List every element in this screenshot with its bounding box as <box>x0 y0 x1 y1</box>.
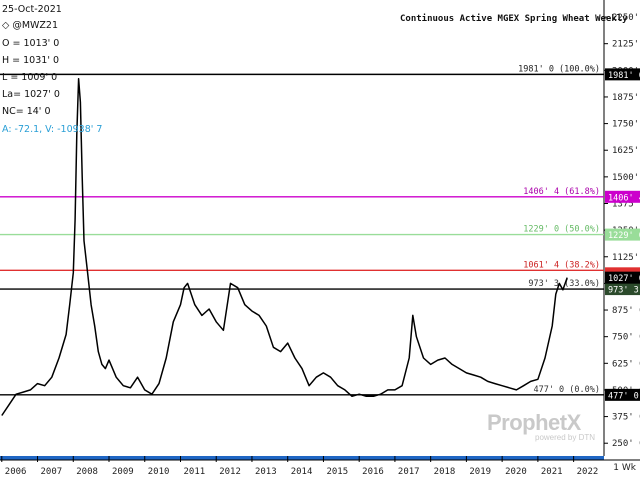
info-last: La= 1027' 0 <box>2 89 60 100</box>
x-tick-label: 2019 <box>469 467 491 477</box>
level-axis-label: 477' 0 <box>608 391 639 401</box>
level-axis-box <box>605 388 640 401</box>
price-axis-boxes: 1981' 0 1406' 4 1229' 0 973' 3 477' 0 1027' 0 <box>605 68 640 401</box>
x-tick-label: 2015 <box>326 467 348 477</box>
logo-brand: ProphetX <box>487 410 581 435</box>
fib-level-label: 1229' 0 (50.0%) <box>523 225 600 235</box>
info-date: 25-Oct-2021 <box>2 4 62 15</box>
x-tick-label: 2008 <box>76 467 98 477</box>
info-symbol-text: @MWZ21 <box>12 20 59 31</box>
level-axis-label: 973' 3 <box>608 286 639 296</box>
diamond-icon: ◇ <box>2 20 13 31</box>
x-tick-label: 2021 <box>541 467 563 477</box>
info-low: L = 1009' 0 <box>2 72 58 83</box>
y-tick-label: 1375' 0 <box>612 199 640 209</box>
level-axis-label: 1229' 0 <box>608 231 640 241</box>
x-tick-label: 2020 <box>505 467 527 477</box>
y-tick-label: 250' 0 <box>612 439 640 449</box>
y-tick-label: 2250' 0 <box>612 13 640 23</box>
y-tick-label: 875' 0 <box>612 306 640 316</box>
y-tick-label: 2125' 0 <box>612 40 640 50</box>
x-tick-label: 2013 <box>255 467 277 477</box>
logo-tagline: powered by DTN <box>535 433 596 442</box>
x-tick-label: 2022 <box>577 467 599 477</box>
x-tick-label: 2018 <box>434 467 456 477</box>
info-net-change: NC= 14' 0 <box>2 106 51 117</box>
y-tick-label: 625' 0 <box>612 359 640 369</box>
timeframe-label[interactable]: 1 Wk <box>613 463 636 473</box>
x-tick-label: 2017 <box>398 467 420 477</box>
plot-area <box>0 0 640 461</box>
fib-level-label: 1061' 4 (38.2%) <box>523 260 600 270</box>
last-price-label: 1027' 0 <box>608 274 640 284</box>
x-tick-label: 2006 <box>5 467 27 477</box>
info-high: H = 1031' 0 <box>2 55 59 66</box>
x-tick-label: 2009 <box>112 467 134 477</box>
x-tick-label: 2014 <box>291 467 313 477</box>
price-series <box>1 78 568 416</box>
price-line <box>1 78 568 416</box>
level-axis-label: 1981' 0 <box>608 71 640 81</box>
fib-level-label: 1981' 0 (100.0%) <box>518 64 600 74</box>
x-tick-label: 2011 <box>183 467 205 477</box>
info-symbol: ◇ @MWZ21 <box>2 20 58 31</box>
info-study: A: -72.1, V: -10938' 7 <box>2 124 103 135</box>
y-tick-label: 1875' 0 <box>612 93 640 103</box>
y-tick-label: 1750' 0 <box>612 120 640 130</box>
level-axis-label: 1406' 4 <box>608 193 640 203</box>
fib-level-label: 1406' 4 (61.8%) <box>523 187 600 197</box>
info-open: O = 1013' 0 <box>2 38 60 49</box>
level-axis-box <box>605 283 640 296</box>
y-tick-label: 750' 0 <box>612 333 640 343</box>
y-tick-label: 375' 0 <box>612 413 640 423</box>
y-tick-label: 1625' 0 <box>612 146 640 156</box>
x-tick-label: 2010 <box>148 467 170 477</box>
level-axis-box <box>605 228 640 241</box>
x-tick-label: 2016 <box>362 467 384 477</box>
level-axis-box <box>605 267 640 274</box>
y-tick-label: 1125' 0 <box>612 253 640 263</box>
last-price-box <box>605 271 640 284</box>
y-tick-label: 1500' 0 <box>612 173 640 183</box>
x-axis-bar <box>0 456 604 460</box>
prophetx-logo: ProphetX powered by DTN <box>487 410 595 442</box>
chart-title: Continuous Active MGEX Spring Wheat Week… <box>400 14 628 24</box>
x-tick-label: 2007 <box>41 467 63 477</box>
x-tick-label: 2012 <box>219 467 241 477</box>
x-axis: 2006 2007 2008 2009 2010 2011 2012 2013 2014 2015… <box>1 456 599 477</box>
fib-level-label: 477' 0 (0.0%) <box>533 385 600 395</box>
level-axis-box <box>605 68 640 81</box>
level-axis-box <box>605 190 640 203</box>
